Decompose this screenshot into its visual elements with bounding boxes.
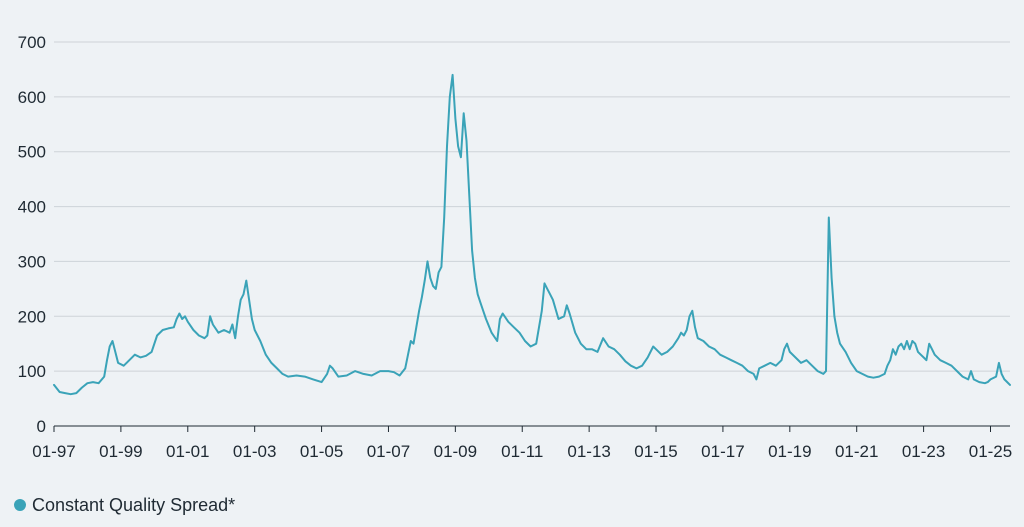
x-tick-label: 01-25 bbox=[969, 442, 1012, 461]
x-tick-label: 01-99 bbox=[99, 442, 142, 461]
x-tick-label: 01-07 bbox=[367, 442, 410, 461]
legend: Constant Quality Spread* bbox=[14, 495, 235, 515]
y-tick-label: 300 bbox=[18, 252, 46, 271]
y-tick-label: 100 bbox=[18, 362, 46, 381]
y-tick-label: 200 bbox=[18, 307, 46, 326]
x-tick-label: 01-11 bbox=[501, 442, 543, 461]
y-tick-label: 0 bbox=[37, 417, 46, 436]
y-tick-label: 600 bbox=[18, 88, 46, 107]
series-group bbox=[53, 73, 1011, 396]
x-tick-label: 01-13 bbox=[567, 442, 610, 461]
x-tick-label: 01-09 bbox=[434, 442, 477, 461]
x-tick-label: 01-17 bbox=[701, 442, 744, 461]
gridlines bbox=[54, 41, 1010, 372]
x-tick-label: 01-19 bbox=[768, 442, 811, 461]
x-tick-label: 01-05 bbox=[300, 442, 343, 461]
series-line bbox=[53, 73, 1011, 396]
y-tick-label: 400 bbox=[18, 198, 46, 217]
x-tick-label: 01-23 bbox=[902, 442, 945, 461]
x-axis: 01-97 01-99 01-01 01-03 01-05 01-07 01-09 01-11… bbox=[32, 425, 1012, 461]
legend-label: Constant Quality Spread* bbox=[32, 495, 235, 515]
x-tick-label: 01-21 bbox=[835, 442, 878, 461]
x-tick-label: 01-97 bbox=[32, 442, 75, 461]
x-tick-label: 01-01 bbox=[166, 442, 209, 461]
legend-marker bbox=[14, 499, 26, 511]
y-tick-label: 500 bbox=[18, 143, 46, 162]
x-tick-label: 01-03 bbox=[233, 442, 276, 461]
y-axis: 0 100 200 300 400 500 600 700 bbox=[18, 33, 46, 436]
x-tick-label: 01-15 bbox=[634, 442, 677, 461]
y-tick-label: 700 bbox=[18, 33, 46, 52]
